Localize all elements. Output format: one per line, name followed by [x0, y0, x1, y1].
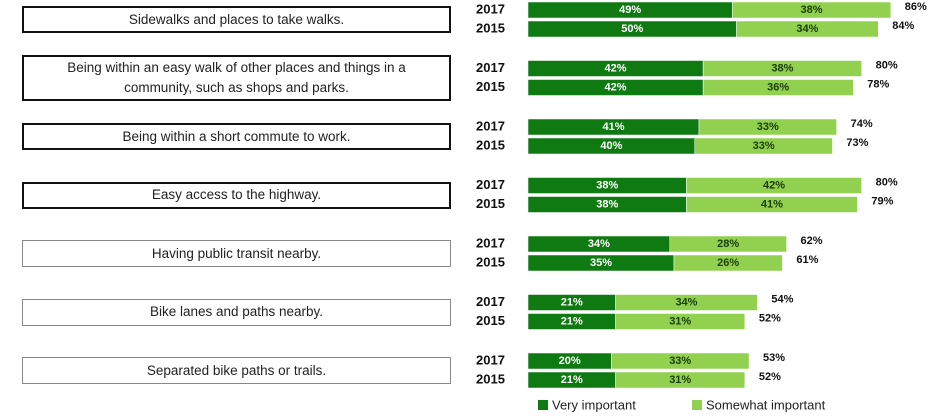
bar-segment [615, 294, 758, 311]
value-label: 21% [561, 296, 583, 308]
bar-segment [702, 79, 854, 96]
value-label: 21% [561, 374, 583, 386]
category-label: Being within a short commute to work. [22, 123, 451, 150]
legend-swatch [692, 400, 702, 410]
value-label: 38% [596, 179, 618, 191]
value-label: 42% [605, 81, 627, 93]
value-label: 33% [757, 121, 779, 133]
bar-segment [611, 352, 750, 370]
year-label: 2017 [476, 1, 505, 16]
total-label: 61% [796, 254, 818, 266]
bar-segment [736, 20, 879, 38]
category-label: Sidewalks and places to take walks. [22, 6, 451, 33]
value-label: 38% [771, 62, 793, 74]
year-label: 2017 [476, 118, 505, 133]
legend-label: Very important [552, 397, 636, 412]
total-label: 79% [871, 195, 893, 207]
total-label: 74% [851, 118, 873, 130]
bar-segment [694, 137, 833, 155]
year-label: 2017 [476, 235, 505, 250]
year-label: 2015 [476, 196, 505, 211]
value-label: 33% [753, 140, 775, 152]
category-label: Separated bike paths or trails. [22, 357, 451, 384]
value-label: 50% [621, 23, 643, 35]
total-label: 62% [801, 235, 823, 247]
bar-segment [702, 60, 862, 77]
bar-segment [686, 196, 858, 213]
bar-segment [615, 371, 746, 389]
value-label: 41% [761, 198, 783, 210]
category-label: Being within an easy walk of other place… [22, 55, 451, 101]
total-label: 80% [876, 176, 898, 188]
year-label: 2017 [476, 60, 505, 75]
year-label: 2015 [476, 313, 505, 328]
bar-segment [686, 177, 862, 194]
value-label: 42% [763, 179, 785, 191]
year-label: 2017 [476, 352, 505, 367]
bar-segment [615, 313, 746, 330]
value-label: 35% [590, 257, 612, 269]
value-label: 42% [605, 62, 627, 74]
total-label: 53% [763, 352, 785, 364]
year-label: 2015 [476, 20, 505, 35]
value-label: 31% [669, 374, 691, 386]
value-label: 49% [619, 4, 641, 16]
value-label: 41% [602, 121, 624, 133]
value-label: 34% [675, 296, 697, 308]
value-label: 26% [717, 257, 739, 269]
legend-label: Somewhat important [706, 397, 826, 412]
value-label: 20% [559, 355, 581, 367]
category-label: Having public transit nearby. [22, 240, 451, 267]
total-label: 86% [905, 1, 927, 13]
year-label: 2015 [476, 254, 505, 269]
value-label: 34% [796, 23, 818, 35]
bar-segment [673, 254, 783, 272]
category-label: Easy access to the highway. [22, 181, 451, 209]
year-label: 2015 [476, 137, 505, 152]
category-label: Bike lanes and paths nearby. [22, 298, 451, 326]
year-label: 2015 [476, 79, 505, 94]
value-label: 40% [600, 140, 622, 152]
value-label: 38% [596, 198, 618, 210]
total-label: 52% [759, 371, 781, 383]
value-label: 28% [717, 238, 739, 250]
value-label: 34% [588, 238, 610, 250]
bar-segment [698, 118, 837, 136]
value-label: 36% [767, 81, 789, 93]
total-label: 78% [867, 78, 889, 90]
bar-segment [669, 235, 787, 253]
year-label: 2017 [476, 177, 505, 192]
total-label: 84% [892, 20, 914, 32]
value-label: 31% [669, 315, 691, 327]
total-label: 80% [876, 59, 898, 71]
year-label: 2017 [476, 294, 505, 309]
year-label: 2015 [476, 371, 505, 386]
value-label: 33% [669, 355, 691, 367]
bar-segment [732, 1, 892, 19]
total-label: 73% [846, 137, 868, 149]
total-label: 52% [759, 312, 781, 324]
total-label: 54% [771, 293, 793, 305]
value-label: 21% [561, 315, 583, 327]
legend-swatch [538, 400, 548, 410]
value-label: 38% [801, 4, 823, 16]
